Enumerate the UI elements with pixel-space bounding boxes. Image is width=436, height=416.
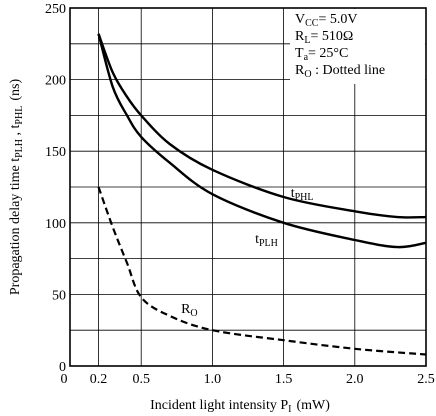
y-axis-title-sep: , t (8, 124, 23, 139)
tick-labels: 0 0.2 0.5 1.0 1.5 2.0 2.5 0 50 100 150 200 250 (45, 2, 435, 387)
series-layer: tPHL tPLH RO (97, 33, 427, 356)
plot-frame (69, 7, 427, 367)
series-line-tphl (97, 33, 427, 219)
condition-line: RL= 510Ω (295, 29, 353, 46)
x-tick-label: 1.0 (204, 372, 222, 387)
y-axis-title: Propagation delay time tPLH , tPHL (ns) (8, 79, 25, 296)
condition-line: Ta= 25°C (295, 46, 348, 63)
y-tick-label: 50 (52, 288, 66, 303)
x-tick-label: 0.2 (90, 372, 108, 387)
y-tick-label: 200 (45, 74, 66, 89)
y-tick-label: 0 (59, 360, 66, 375)
series-label-tplh: tPLH (255, 232, 278, 249)
condition-line: VCC= 5.0V (295, 12, 357, 29)
series-label-ro: RO (181, 302, 198, 319)
x-tick-label: 2.5 (417, 372, 435, 387)
conditions-box-bg (290, 9, 425, 84)
series-line-ro (97, 186, 427, 356)
x-axis-title-main: Incident light intensity P (150, 398, 288, 413)
y-axis-title-unit: (ns) (8, 79, 23, 101)
x-axis-title: Incident light intensity PI (mW) (150, 398, 330, 415)
x-tick-label: 2.0 (346, 372, 364, 387)
x-axis-title-sub: I (288, 404, 291, 415)
x-tick-label: 1.5 (275, 372, 293, 387)
condition-line: RO : Dotted line (295, 63, 385, 80)
y-axis-title-sub2: PHL (14, 106, 25, 125)
x-axis-title-unit: (mW) (296, 398, 330, 413)
x-tick-label: 0.5 (132, 372, 150, 387)
y-axis-title-sub1: PLH (14, 139, 25, 158)
y-axis-title-main: Propagation delay time t (8, 158, 23, 295)
x-tick-label: 0 (61, 372, 68, 387)
y-tick-label: 100 (45, 217, 66, 232)
y-tick-label: 250 (45, 2, 66, 17)
y-tick-label: 150 (45, 145, 66, 160)
series-line-tplh (97, 33, 427, 249)
series-label-tphl: tPHL (291, 186, 314, 203)
